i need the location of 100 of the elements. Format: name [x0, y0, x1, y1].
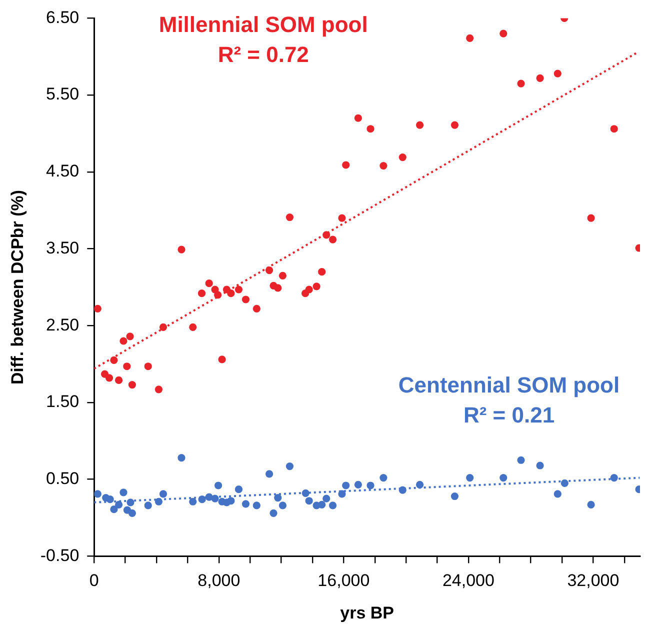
point — [450, 121, 459, 129]
point — [265, 266, 274, 274]
point — [466, 34, 474, 42]
x-tick-label: 24,000 — [442, 571, 494, 590]
y-tick-label: 2.50 — [46, 315, 80, 334]
point — [189, 498, 197, 506]
point — [338, 214, 346, 222]
point — [278, 502, 286, 510]
point — [234, 486, 243, 494]
point — [500, 474, 508, 482]
point — [517, 456, 525, 464]
point — [159, 490, 168, 498]
point — [126, 498, 134, 506]
point — [338, 490, 346, 498]
point — [214, 291, 222, 299]
point — [205, 280, 213, 288]
point — [218, 356, 226, 364]
y-tick-label: 4.50 — [46, 162, 80, 181]
x-tick-label: 32,000 — [567, 571, 620, 590]
point — [214, 482, 222, 490]
point — [265, 470, 274, 478]
point — [110, 506, 118, 514]
point — [105, 374, 114, 382]
point — [178, 454, 186, 462]
y-tick-label: 6.50 — [46, 8, 80, 27]
point — [252, 304, 260, 313]
point — [416, 480, 424, 489]
point — [398, 486, 406, 494]
point — [305, 286, 313, 294]
point — [587, 214, 595, 222]
point — [198, 496, 206, 504]
point — [274, 284, 282, 292]
y-tick-label: 5.50 — [46, 84, 80, 104]
point — [517, 80, 525, 88]
point — [128, 509, 136, 517]
text: Centennial SOM pool — [398, 372, 620, 398]
x-axis-title: yrs BP — [340, 603, 394, 622]
point — [354, 114, 362, 122]
point — [466, 474, 474, 482]
point — [328, 502, 337, 510]
y-tick-label: 3.50 — [46, 238, 80, 258]
point — [227, 290, 235, 298]
point — [270, 509, 278, 517]
point — [366, 482, 374, 490]
y-axis-title: Diff. between DCPbr (%) — [8, 190, 27, 384]
point — [242, 296, 250, 304]
point — [398, 154, 406, 162]
point — [366, 125, 374, 133]
annotation: R² = 0.72 — [218, 42, 309, 67]
point — [123, 362, 131, 370]
point — [154, 386, 163, 394]
point — [189, 323, 197, 331]
point — [286, 213, 294, 222]
point — [610, 125, 618, 133]
point — [322, 231, 330, 239]
point — [94, 304, 102, 313]
point — [242, 500, 250, 508]
annotation: R² = 0.21 — [463, 402, 555, 428]
point — [554, 490, 562, 498]
point — [560, 479, 568, 487]
point — [154, 498, 163, 506]
point — [342, 482, 350, 490]
point — [234, 286, 243, 294]
point — [500, 30, 508, 38]
point — [120, 337, 128, 345]
point — [416, 121, 424, 129]
point — [126, 332, 134, 340]
point — [587, 500, 595, 509]
point — [198, 290, 206, 298]
point — [305, 497, 313, 505]
point — [554, 70, 562, 78]
point — [610, 474, 618, 482]
point — [144, 362, 152, 370]
point — [178, 246, 186, 254]
point — [211, 494, 219, 502]
x-tick-label: 0 — [89, 571, 99, 590]
point — [128, 381, 136, 389]
point — [252, 502, 260, 510]
point — [536, 462, 544, 470]
point — [144, 502, 152, 510]
point — [274, 494, 282, 502]
point — [318, 500, 326, 509]
point — [110, 356, 118, 364]
point — [302, 489, 310, 497]
point — [286, 462, 294, 470]
y-tick-label: 0.50 — [46, 469, 80, 488]
point — [354, 480, 362, 489]
point — [227, 497, 235, 505]
point — [342, 161, 350, 169]
point — [536, 74, 544, 82]
point — [450, 492, 459, 500]
point — [114, 500, 123, 509]
text: Millennial SOM pool — [158, 12, 368, 37]
point — [380, 474, 388, 482]
point — [278, 272, 286, 280]
point — [322, 494, 330, 502]
point — [328, 236, 337, 244]
point — [159, 323, 168, 331]
point — [94, 490, 102, 498]
x-tick-label: 8,000 — [198, 571, 240, 590]
